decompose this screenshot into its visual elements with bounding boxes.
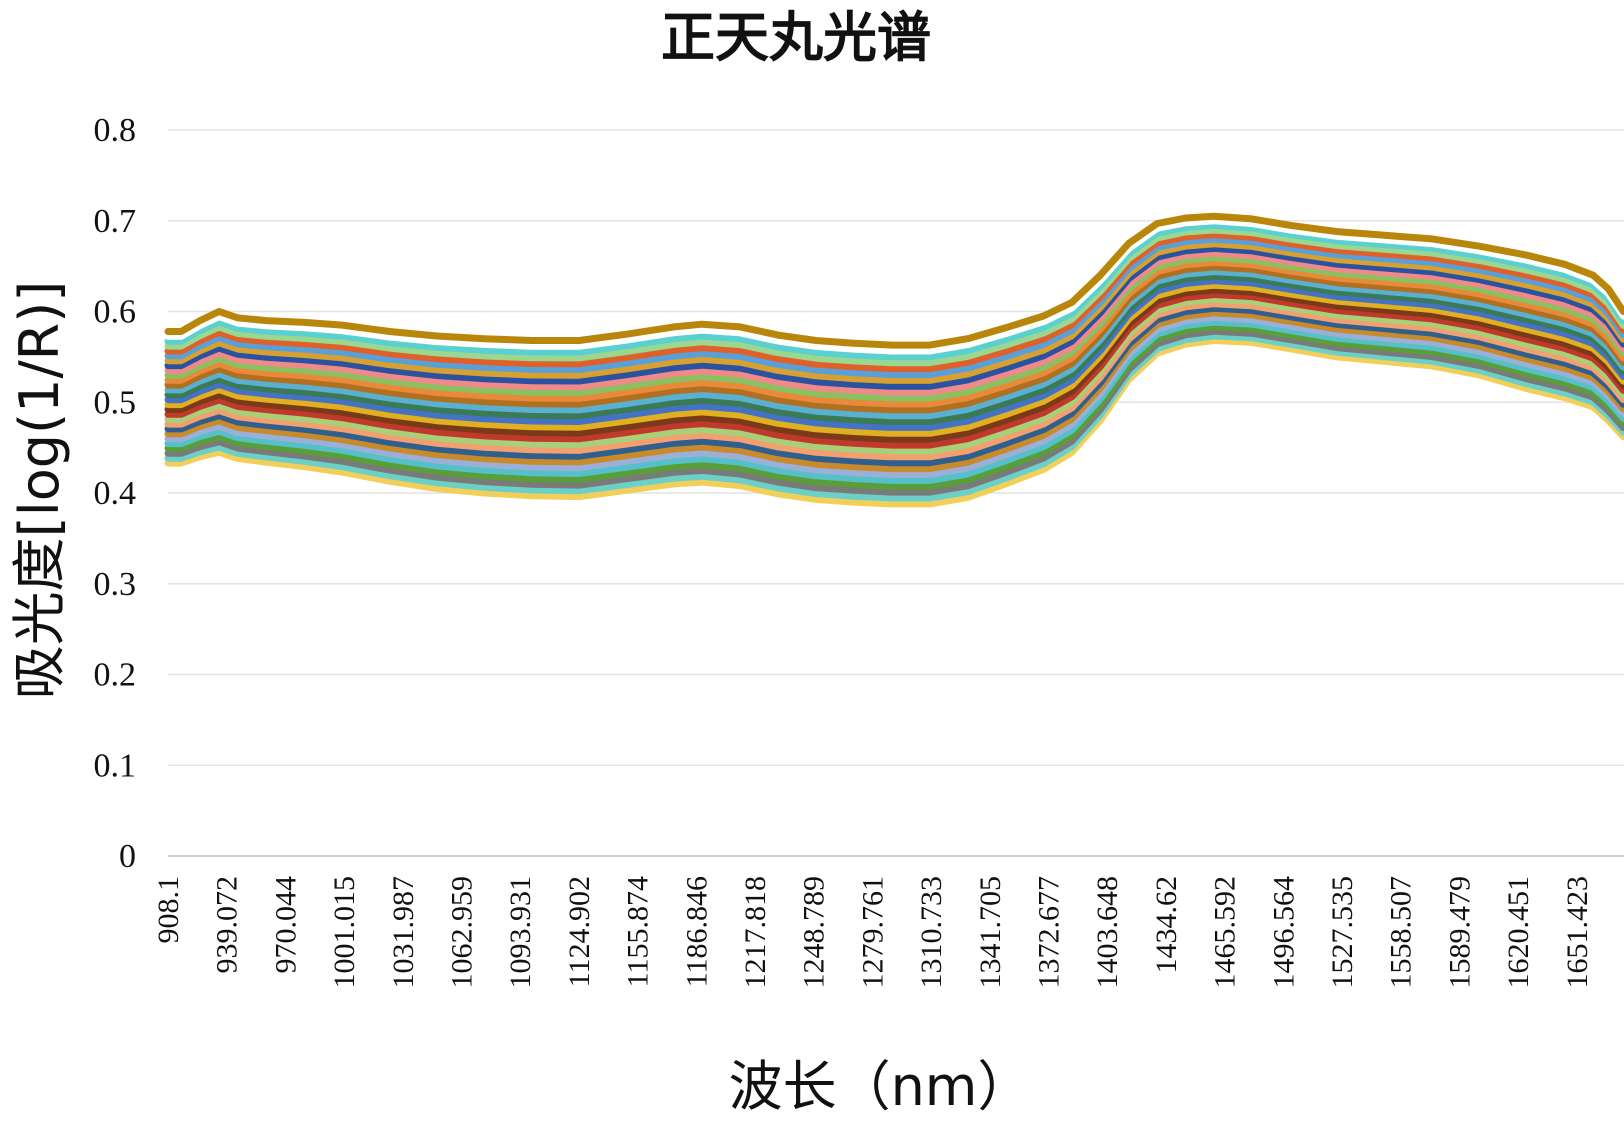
spectrum-line: [164, 226, 1624, 367]
spectrum-line: [164, 309, 1624, 473]
spectrum-line: [164, 235, 1624, 378]
x-tick-label: 1651.423: [1561, 876, 1594, 989]
spectrum-line: [164, 281, 1624, 437]
y-tick-label: 0.4: [94, 475, 137, 512]
spectrum-line: [164, 318, 1624, 484]
x-tick-label: 1372.677: [1033, 876, 1066, 989]
spectrum-line: [164, 327, 1624, 496]
spectrum-line: [164, 300, 1624, 461]
x-tick-label: 1620.451: [1502, 876, 1535, 989]
y-tick-label: 0.2: [94, 657, 137, 694]
spectrum-line: [164, 258, 1624, 408]
x-tick-label: 1527.535: [1326, 876, 1359, 989]
x-tick-label: 1279.761: [856, 876, 889, 989]
spectrum-line: [164, 254, 1624, 402]
y-tick-labels: 0 0.1 0.2 0.3 0.4 0.5 0.6 0.7 0.8: [94, 112, 137, 875]
spectrum-line: [164, 314, 1624, 478]
chart-title: 正天丸光谱: [661, 6, 931, 69]
spectrum-line: [164, 304, 1624, 467]
spectrum-line: [164, 240, 1624, 384]
spectrum-line: [164, 268, 1624, 420]
x-tick-label: 1062.959: [446, 876, 479, 989]
spectrum-line: [164, 295, 1624, 455]
y-tick-label: 0.1: [94, 747, 137, 784]
spectrum-line: [164, 332, 1624, 502]
spectrum-line: [164, 277, 1624, 431]
x-tick-label: 1589.479: [1443, 876, 1476, 989]
x-tick-label: 1558.507: [1385, 876, 1418, 989]
x-tick-label: 1031.987: [387, 876, 420, 989]
spectrum-line: [164, 212, 1624, 349]
x-tick-label: 908.1: [152, 876, 185, 944]
y-tick-label: 0.6: [94, 294, 137, 331]
x-axis-label: 波长（nm）: [729, 1055, 1032, 1118]
spectrum-line: [164, 286, 1624, 443]
x-tick-label: 1155.874: [622, 876, 655, 987]
y-tick-label: 0: [119, 838, 136, 875]
x-tick-label: 1434.62: [1150, 876, 1183, 974]
x-tick-label: 1186.846: [680, 876, 713, 987]
x-tick-label: 1465.592: [1209, 876, 1242, 989]
x-tick-label: 1341.705: [974, 876, 1007, 989]
x-tick-label: 939.072: [211, 876, 244, 974]
x-tick-label: 1496.564: [1267, 876, 1300, 989]
x-tick-label: 1001.015: [328, 876, 361, 989]
y-tick-label: 0.3: [94, 566, 137, 603]
x-tick-label: 1093.931: [504, 876, 537, 989]
spectrum-series: [164, 212, 1624, 508]
x-tick-label: 1403.648: [1091, 876, 1124, 989]
spectrum-line: [164, 231, 1624, 373]
y-tick-label: 0.7: [94, 203, 137, 240]
y-tick-label: 0.8: [94, 112, 137, 149]
spectrum-line: [164, 263, 1624, 414]
x-tick-label: 970.044: [269, 876, 302, 974]
x-tick-label: 1124.902: [563, 876, 596, 987]
spectrum-line: [164, 272, 1624, 425]
spectrum-line: [164, 291, 1624, 449]
spectrum-line: [164, 244, 1624, 390]
y-axis-label: 吸光度[log(1/R)]: [8, 281, 71, 700]
x-tick-label: 1310.733: [915, 876, 948, 989]
spectrum-line: [164, 221, 1624, 361]
y-tick-label: 0.5: [94, 384, 137, 421]
spectrum-line: [164, 337, 1624, 508]
spectrum-line: [164, 323, 1624, 490]
x-tick-label: 1217.818: [739, 876, 772, 989]
spectrum-line: [164, 217, 1624, 355]
spectrum-line: [164, 249, 1624, 396]
x-tick-labels: 908.1 939.072 970.044 1001.015 1031.987 1062.…: [152, 876, 1594, 989]
x-tick-label: 1248.789: [798, 876, 831, 989]
